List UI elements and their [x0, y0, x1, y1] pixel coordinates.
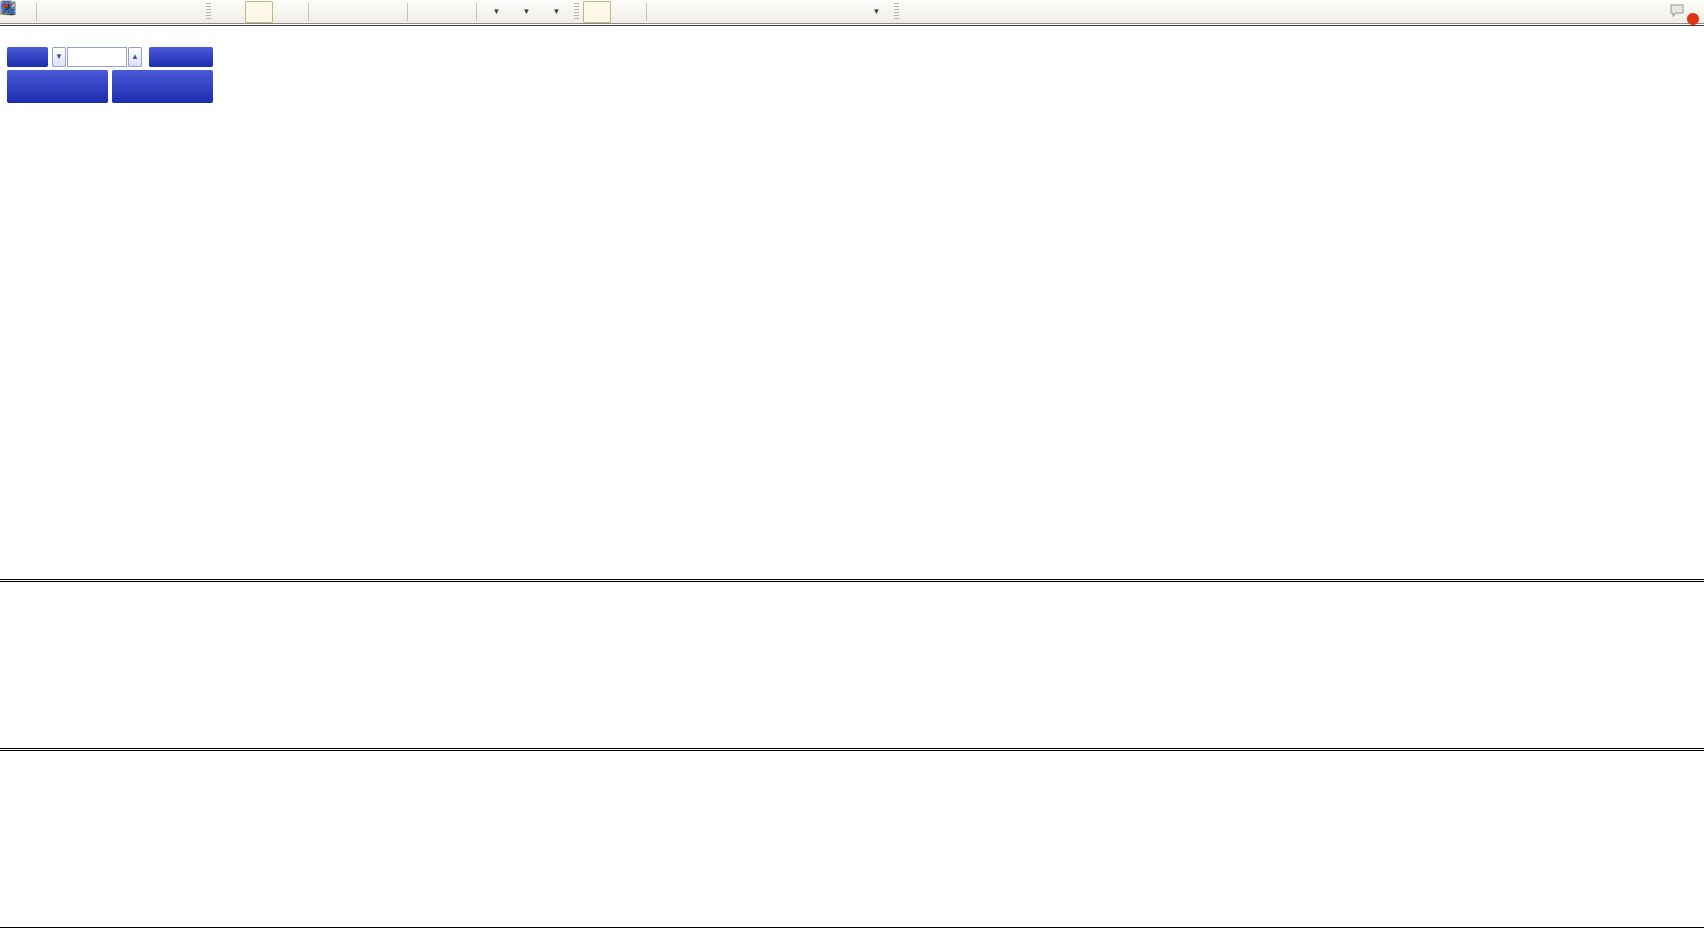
volume-increase-button[interactable]: ▲ — [128, 47, 142, 67]
sell-button[interactable] — [7, 47, 48, 67]
crosshair-tool-button[interactable] — [1, 1, 641, 23]
auto-scroll-button[interactable] — [1, 1, 441, 23]
toolbar-gripper[interactable] — [206, 2, 211, 21]
chart-profile-button[interactable]: ▼ — [0, 1, 570, 23]
volume-decrease-button[interactable]: ▼ — [52, 47, 66, 67]
cursor-tool-button[interactable] — [4, 0, 611, 23]
toolbar-separator — [476, 2, 477, 21]
svg-text:F: F — [10, 11, 14, 17]
toolbar-separator — [36, 2, 37, 21]
svg-text:A: A — [4, 1, 13, 16]
candlestick-chart-button[interactable] — [2, 0, 273, 23]
terminal-icon-button[interactable] — [1, 1, 136, 23]
sell-price-button[interactable] — [7, 70, 108, 103]
tile-windows-button[interactable] — [0, 1, 402, 23]
text-tool-button[interactable]: A — [4, 1, 830, 23]
toolbar-separator — [646, 2, 647, 21]
macd-canvas[interactable] — [0, 582, 1704, 748]
vertical-line-tool-button[interactable] — [7, 1, 680, 23]
time-axis[interactable] — [0, 929, 1704, 945]
equidistant-channel-tool-button[interactable]: E — [0, 1, 770, 23]
autotrading-button[interactable] — [1, 1, 202, 23]
panel-divider[interactable] — [0, 579, 1704, 582]
buy-button[interactable] — [149, 47, 213, 67]
panel-divider[interactable] — [0, 748, 1704, 751]
toolbar-separator — [308, 2, 309, 21]
fibonacci-tool-button[interactable]: F — [1, 1, 800, 23]
zoom-in-button[interactable] — [1, 1, 342, 23]
chevron-down-icon: ▼ — [522, 7, 531, 16]
toolbar-gripper[interactable] — [574, 2, 579, 21]
chart-shift-button[interactable] — [1, 1, 471, 23]
new-order-button[interactable] — [1, 0, 76, 23]
chevron-down-icon: ▼ — [492, 7, 501, 16]
text-label-tool-button[interactable]: T — [1, 1, 860, 23]
trendline-icon — [1, 2, 15, 14]
chat-bubble-icon — [1670, 4, 1684, 17]
search-icon — [1, 1, 15, 15]
gold-bar-icon-button[interactable] — [0, 1, 106, 23]
one-click-trading-widget: ▼ ▲ — [7, 47, 213, 103]
rsi-panel — [0, 751, 1704, 928]
toolbar-separator — [407, 2, 408, 21]
price-chart-panel: ▼ ▲ — [0, 25, 1704, 580]
search-button[interactable] — [1, 1, 1666, 23]
periods-button[interactable]: ▼ — [1, 1, 540, 23]
signal-icon-button[interactable] — [0, 0, 166, 23]
buy-price-button[interactable] — [112, 70, 213, 103]
macd-panel — [0, 582, 1704, 748]
new-chart-button[interactable]: ▼ — [1, 0, 510, 23]
text-icon: A — [4, 1, 13, 16]
horizontal-line-tool-button[interactable] — [1, 1, 710, 23]
notification-badge — [1687, 12, 1699, 25]
bar-chart-button[interactable] — [1, 1, 243, 23]
price-chart-canvas[interactable] — [0, 26, 1704, 579]
main-toolbar: ▼ ▼ ▼ E F A T ▼ — [0, 0, 1704, 25]
volume-input[interactable] — [67, 47, 127, 67]
line-chart-button[interactable] — [0, 1, 303, 23]
chevron-down-icon: ▼ — [872, 7, 881, 16]
toolbar-gripper[interactable] — [894, 2, 899, 21]
chevron-down-icon: ▼ — [552, 7, 561, 16]
zoom-out-button[interactable] — [1, 1, 372, 23]
notifications-button[interactable] — [1668, 1, 1699, 25]
trendline-tool-button[interactable] — [1, 1, 740, 23]
arrows-tool-button[interactable]: ▼ — [1, 1, 890, 23]
rsi-canvas[interactable] — [0, 751, 1704, 927]
